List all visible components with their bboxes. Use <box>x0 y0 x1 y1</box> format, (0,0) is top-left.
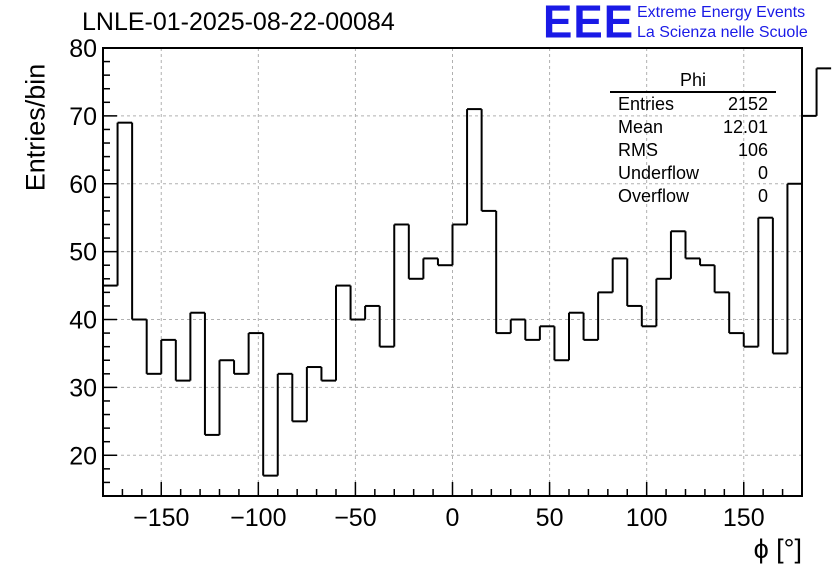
y-tick-label: 20 <box>69 442 97 470</box>
stats-value: 0 <box>757 163 768 183</box>
y-tick-label: 30 <box>69 374 97 402</box>
stats-row-entries: Entries 2152 <box>610 93 776 116</box>
stats-box: Phi Entries 2152 Mean 12.01 RMS 106 Unde… <box>610 70 776 208</box>
stats-label: Entries <box>618 94 675 114</box>
eee-logo: EEE <box>543 0 635 49</box>
histogram-bars <box>103 67 832 477</box>
stats-value: 2152 <box>727 94 768 114</box>
axis-ticks: −150 −100 −50 0 50 100 150 20 30 40 50 60 70 80 <box>69 35 803 532</box>
x-axis-label: ϕ [°] <box>753 534 802 564</box>
x-tick-label: −150 <box>133 504 189 532</box>
stats-row-mean: Mean 12.01 <box>610 116 776 139</box>
x-tick-label: −100 <box>230 504 286 532</box>
stats-label: Underflow <box>618 163 700 183</box>
y-tick-label: 60 <box>69 171 97 199</box>
y-axis-label-text: Entries/bin <box>20 63 51 192</box>
x-tick-label: 50 <box>536 504 564 532</box>
stats-title: Phi <box>610 70 776 93</box>
x-tick-label: −50 <box>334 504 376 532</box>
y-tick-label: 70 <box>69 103 97 131</box>
x-tick-label: 150 <box>723 504 765 532</box>
stats-value: 106 <box>737 140 768 160</box>
stats-label: Overflow <box>618 186 690 206</box>
stats-value: 12.01 <box>722 117 768 137</box>
stats-row-rms: RMS 106 <box>610 139 776 162</box>
stats-label: Mean <box>618 117 664 137</box>
y-tick-label: 80 <box>69 35 97 63</box>
logo-subtitle-1: Extreme Energy Events <box>637 4 806 21</box>
logo-subtitle-2: La Scienza nelle Scuole <box>637 24 808 41</box>
x-tick-label: 0 <box>446 504 460 532</box>
stats-label: RMS <box>618 140 658 160</box>
stats-row-overflow: Overflow 0 <box>610 185 776 208</box>
stats-value: 0 <box>757 186 768 206</box>
x-tick-label: 100 <box>626 504 668 532</box>
chart-title: LNLE-01-2025-08-22-00084 <box>82 8 395 36</box>
y-tick-label: 50 <box>69 239 97 267</box>
stats-row-underflow: Underflow 0 <box>610 162 776 185</box>
y-tick-label: 40 <box>69 307 97 335</box>
grid-lines <box>103 48 802 496</box>
